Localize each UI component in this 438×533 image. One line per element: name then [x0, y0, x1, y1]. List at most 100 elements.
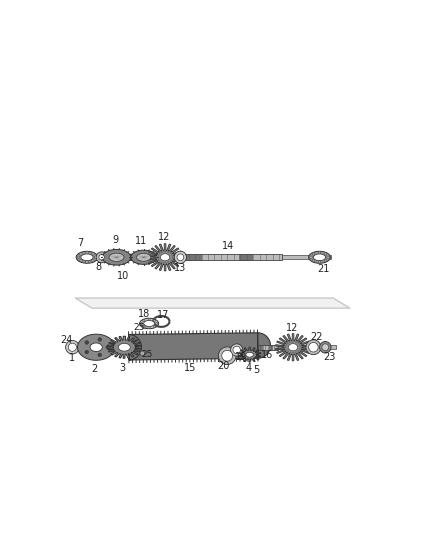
Text: 17: 17: [157, 310, 170, 320]
Bar: [185, 254, 201, 260]
Text: 20: 20: [218, 360, 230, 370]
Circle shape: [322, 344, 328, 351]
Polygon shape: [102, 249, 131, 265]
Circle shape: [85, 341, 88, 344]
Polygon shape: [289, 344, 298, 351]
Polygon shape: [276, 334, 311, 361]
Circle shape: [92, 259, 94, 262]
Text: 25: 25: [142, 350, 153, 359]
Circle shape: [312, 253, 315, 255]
Circle shape: [92, 253, 94, 255]
Bar: [258, 344, 278, 350]
Circle shape: [141, 322, 143, 325]
Text: 4: 4: [245, 362, 251, 373]
Circle shape: [155, 322, 158, 325]
Circle shape: [324, 259, 327, 262]
Polygon shape: [238, 347, 261, 362]
Polygon shape: [314, 254, 325, 261]
Circle shape: [142, 325, 146, 329]
Polygon shape: [140, 318, 159, 329]
Text: 22: 22: [311, 332, 323, 342]
Circle shape: [96, 252, 107, 263]
Circle shape: [318, 261, 321, 263]
Circle shape: [98, 353, 102, 357]
Polygon shape: [76, 252, 98, 263]
Circle shape: [310, 256, 312, 259]
Polygon shape: [75, 298, 350, 308]
Circle shape: [153, 319, 155, 322]
Text: 12: 12: [158, 232, 170, 242]
Bar: [185, 254, 282, 260]
Polygon shape: [309, 252, 330, 263]
Circle shape: [143, 319, 145, 322]
Polygon shape: [160, 254, 170, 261]
Circle shape: [143, 325, 145, 327]
Circle shape: [230, 344, 243, 356]
Circle shape: [324, 253, 327, 255]
Circle shape: [148, 318, 150, 320]
Circle shape: [219, 347, 236, 365]
Circle shape: [86, 251, 88, 254]
Polygon shape: [129, 333, 270, 360]
Polygon shape: [78, 334, 115, 360]
Text: 13: 13: [173, 263, 186, 273]
Text: 1: 1: [69, 353, 75, 363]
Circle shape: [153, 325, 155, 327]
Circle shape: [140, 351, 145, 356]
Text: 19: 19: [235, 352, 247, 362]
Text: 21: 21: [318, 264, 330, 274]
Bar: [77, 255, 332, 260]
Circle shape: [86, 261, 88, 263]
Circle shape: [309, 343, 318, 352]
Circle shape: [94, 256, 97, 259]
Text: 2: 2: [92, 364, 98, 374]
Circle shape: [106, 345, 110, 349]
Circle shape: [85, 350, 88, 354]
Text: 12: 12: [286, 322, 299, 333]
Polygon shape: [109, 253, 124, 261]
Circle shape: [327, 256, 329, 259]
Text: 3: 3: [120, 364, 126, 373]
Circle shape: [80, 259, 82, 262]
Circle shape: [320, 342, 331, 353]
Circle shape: [98, 338, 102, 342]
Polygon shape: [81, 254, 93, 261]
Circle shape: [233, 346, 240, 354]
Circle shape: [68, 343, 77, 351]
Circle shape: [66, 341, 79, 354]
Text: 18: 18: [138, 309, 150, 319]
Text: 9: 9: [113, 235, 119, 245]
Circle shape: [306, 340, 321, 354]
Bar: [258, 344, 261, 350]
Circle shape: [222, 350, 233, 361]
Text: 25: 25: [133, 323, 145, 332]
Polygon shape: [107, 336, 141, 358]
Text: 7: 7: [77, 238, 83, 248]
Circle shape: [177, 254, 184, 261]
Bar: [71, 345, 336, 349]
Circle shape: [148, 326, 150, 329]
Text: 15: 15: [184, 364, 197, 373]
Circle shape: [99, 255, 104, 260]
Polygon shape: [118, 343, 131, 351]
Bar: [269, 344, 272, 350]
Polygon shape: [131, 250, 156, 264]
Polygon shape: [137, 253, 151, 261]
Text: 5: 5: [253, 365, 259, 375]
Circle shape: [174, 251, 187, 263]
Circle shape: [77, 256, 80, 259]
Polygon shape: [90, 343, 102, 352]
Text: 10: 10: [117, 271, 129, 281]
Circle shape: [318, 251, 321, 254]
Bar: [239, 254, 252, 260]
Text: 24: 24: [60, 335, 73, 345]
Polygon shape: [148, 244, 183, 271]
Circle shape: [312, 259, 315, 262]
Circle shape: [80, 253, 82, 255]
Text: 16: 16: [261, 350, 273, 360]
Text: 14: 14: [222, 241, 234, 252]
Text: 11: 11: [135, 236, 148, 246]
Polygon shape: [246, 352, 253, 357]
Text: 8: 8: [95, 262, 101, 272]
Text: 23: 23: [324, 352, 336, 362]
